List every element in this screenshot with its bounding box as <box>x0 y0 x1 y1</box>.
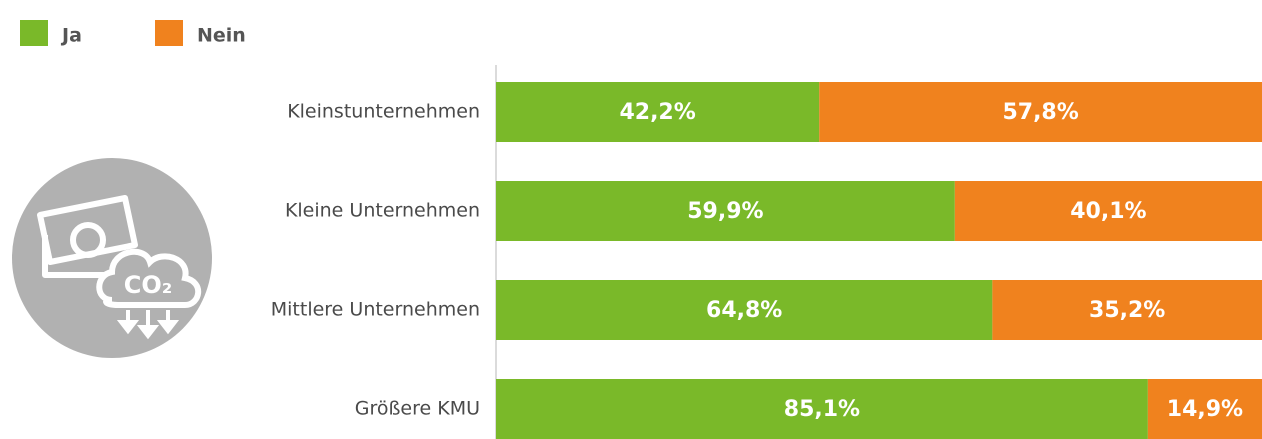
bar-segment <box>496 280 993 340</box>
icon-cloud <box>96 248 202 308</box>
value-label: 35,2% <box>1089 298 1165 323</box>
bar-segment <box>1147 379 1262 439</box>
bar-segment <box>954 181 1262 241</box>
value-label: 40,1% <box>1070 199 1146 224</box>
category-label: Mittlere Unternehmen <box>271 299 480 321</box>
value-label: 42,2% <box>619 100 695 125</box>
value-label: 85,1% <box>784 397 860 422</box>
legend-swatch <box>20 20 48 46</box>
bar-segment <box>496 82 820 142</box>
value-label: 64,8% <box>706 298 782 323</box>
bar-segment <box>496 181 955 241</box>
legend-swatch <box>155 20 183 46</box>
category-label: Größere KMU <box>355 398 480 420</box>
icon: CO₂ <box>12 158 212 358</box>
bar-segment <box>992 280 1262 340</box>
category-label: Kleine Unternehmen <box>285 200 480 222</box>
legend-label: Ja <box>60 25 82 47</box>
bar-segment <box>496 379 1148 439</box>
bar-segment <box>819 82 1262 142</box>
icon-label: CO₂ <box>124 271 173 299</box>
icon-money <box>37 195 138 278</box>
value-label: 59,9% <box>687 199 763 224</box>
category-label: Kleinstunternehmen <box>287 101 480 123</box>
legend-label: Nein <box>197 25 246 47</box>
value-label: 57,8% <box>1002 100 1078 125</box>
icon-arrows <box>116 310 180 340</box>
value-label: 14,9% <box>1167 397 1243 422</box>
